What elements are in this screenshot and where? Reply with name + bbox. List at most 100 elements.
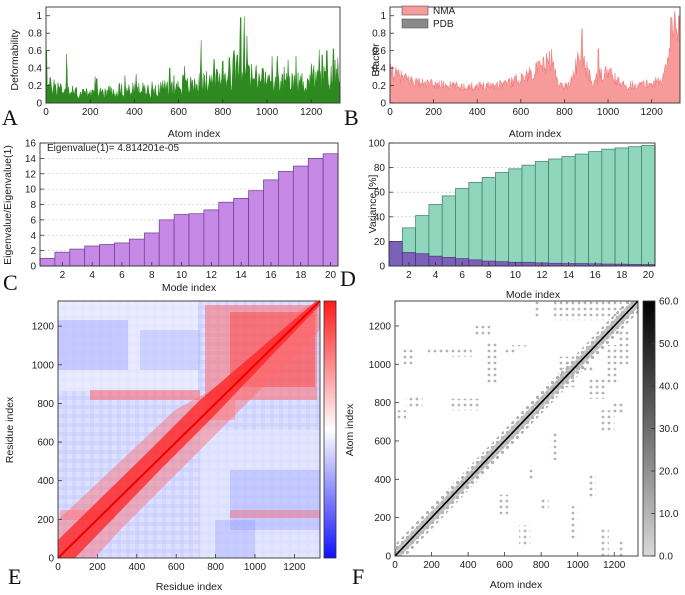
bfactor-ylabel: Bfactor bbox=[370, 43, 382, 77]
y-tick-label: 200 bbox=[37, 515, 54, 526]
x-tick-label: 0 bbox=[43, 107, 49, 118]
correlation-blue-patch-3 bbox=[230, 470, 320, 530]
y-tick-label: 4 bbox=[30, 231, 36, 242]
y-tick-label: 0 bbox=[36, 99, 42, 110]
x-tick-label: 12 bbox=[536, 270, 548, 281]
y-tick-label: 8 bbox=[30, 200, 36, 211]
panel-letter-e: E bbox=[8, 564, 21, 589]
panel-a-deformability: 0 200 400 600 800 1000 1200 0 0.2 0.4 0.6 0.8 1 Atom… bbox=[2, 6, 341, 140]
cumulative-variance-bar bbox=[508, 168, 523, 267]
eigenvalue-bar bbox=[248, 190, 264, 267]
x-tick-label: 1200 bbox=[641, 107, 664, 118]
deformability-ylabel: Deformability bbox=[9, 29, 21, 91]
individual-variance-bar bbox=[415, 253, 430, 267]
nma-bfactor-area bbox=[389, 11, 681, 104]
x-tick-label: 8 bbox=[149, 270, 155, 281]
eigenvalue-annotation: Eigenvalue(1)= 4.814201e-05 bbox=[47, 143, 179, 154]
cumulative-variance-bar bbox=[534, 161, 549, 267]
panel-e-correlation-map: 0 200 400 600 800 1000 1200 0 200 400 600 800 1000 12… bbox=[4, 300, 356, 593]
panel-f-contact-map: 0 200 400 600 800 1000 1200 0 200 400 600 800 1000 12… bbox=[352, 297, 679, 592]
contact-cluster bbox=[539, 498, 549, 512]
variance-ylabel: Variance [%] bbox=[367, 175, 379, 234]
contact-cluster bbox=[504, 348, 516, 353]
y-tick-label: 2 bbox=[30, 246, 36, 257]
contact-colorbar-ticks: 0.0 10.0 20.0 30.0 40.0 50.0 60.0 bbox=[651, 297, 679, 563]
y-tick-label: 0.4 bbox=[372, 64, 386, 75]
individual-variance-bar bbox=[521, 261, 536, 267]
cumulative-variance-bar bbox=[481, 177, 496, 267]
y-tick-label: 1000 bbox=[32, 360, 55, 371]
x-tick-label: 14 bbox=[563, 270, 575, 281]
x-tick-label: 200 bbox=[423, 560, 440, 571]
y-tick-label: 1200 bbox=[369, 321, 392, 332]
panel-letter-b: B bbox=[344, 105, 359, 130]
y-tick-label: 0 bbox=[379, 262, 385, 273]
y-tick-label: 20 bbox=[374, 237, 386, 248]
eigenvalue-bar bbox=[188, 213, 205, 267]
x-tick-label: 800 bbox=[214, 107, 231, 118]
bfactor-xlabel: Atom index bbox=[509, 128, 562, 140]
correlation-heatmap bbox=[57, 300, 321, 559]
y-tick-label: 14 bbox=[25, 154, 37, 165]
deformability-area bbox=[45, 16, 341, 104]
panel-c-eigenvalues: 2 4 6 8 10 12 14 16 18 20 0 2 4 6 8 10 12 14 16 Eigenvalue… bbox=[2, 139, 339, 295]
y-tick-label: 80 bbox=[374, 163, 386, 174]
bfactor-axes: 0 200 400 600 800 1000 1200 0 0.2 0.4 0.6 0.8 1 bbox=[372, 6, 681, 118]
cumulative-variance-bar bbox=[468, 182, 483, 267]
y-tick-label: 0 bbox=[385, 552, 391, 563]
y-tick-label: 12 bbox=[25, 169, 37, 180]
x-tick-label: 200 bbox=[425, 107, 442, 118]
plot-frame bbox=[57, 300, 321, 559]
eigenvalue-bar bbox=[263, 179, 279, 267]
panel-letter-d: D bbox=[340, 266, 356, 291]
x-tick-label: 6 bbox=[119, 270, 125, 281]
correlation-light-region-1 bbox=[58, 301, 198, 391]
contact-cluster bbox=[427, 348, 450, 355]
x-tick-label: 600 bbox=[496, 560, 513, 571]
eigenvalue-bar bbox=[278, 171, 294, 267]
correlation-blue-patch-4 bbox=[215, 520, 255, 558]
y-tick-label: 0.8 bbox=[28, 29, 42, 40]
panel-letter-c: C bbox=[3, 270, 18, 295]
correlation-diagonal-line bbox=[57, 300, 321, 559]
panel-letter-a: A bbox=[2, 105, 18, 130]
panel-b-bfactor: 0 200 400 600 800 1000 1200 0 0.2 0.4 0.6 0.8 1 NMA … bbox=[344, 5, 681, 140]
x-tick-label: 400 bbox=[126, 107, 143, 118]
cumulative-variance-bar bbox=[455, 188, 470, 267]
contact-cluster bbox=[473, 325, 491, 338]
contact-cluster bbox=[605, 345, 620, 384]
contact-cluster bbox=[586, 379, 606, 399]
individual-variance-bar bbox=[468, 259, 483, 267]
deformability-xlabel: Atom index bbox=[168, 128, 221, 140]
cumulative-variance-bar bbox=[628, 146, 643, 267]
x-tick-label: 200 bbox=[89, 562, 106, 573]
contact-cluster bbox=[400, 348, 414, 365]
plot-frame bbox=[389, 6, 681, 104]
y-tick-label: 0.2 bbox=[372, 81, 386, 92]
eigenvalue-plot-area bbox=[39, 142, 339, 267]
contact-cluster bbox=[486, 341, 498, 384]
y-tick-label: 800 bbox=[37, 399, 54, 410]
x-tick-label: 0 bbox=[392, 560, 398, 571]
x-tick-label: 10 bbox=[510, 270, 522, 281]
contact-heatmap bbox=[394, 300, 639, 557]
contact-cluster bbox=[617, 329, 629, 365]
contact-cluster bbox=[395, 410, 406, 422]
correlation-colorbar bbox=[323, 300, 337, 559]
eigenvalue-bar bbox=[39, 257, 56, 267]
y-tick-label: 200 bbox=[374, 513, 391, 524]
cumulative-variance-bar bbox=[548, 158, 563, 267]
eigenvalue-xlabel: Mode index bbox=[162, 282, 217, 294]
eigenvalue-bar bbox=[99, 244, 115, 267]
bfactor-plot-area bbox=[389, 11, 681, 104]
cumulative-variance-bar bbox=[561, 156, 576, 267]
contact-cluster bbox=[405, 396, 423, 407]
contact-diagonal-line bbox=[394, 300, 639, 557]
contact-cluster bbox=[526, 465, 534, 480]
x-tick-label: 1200 bbox=[283, 562, 306, 573]
cumulative-variance-bar bbox=[574, 153, 589, 267]
x-tick-label: 16 bbox=[590, 270, 602, 281]
x-tick-label: 400 bbox=[460, 560, 477, 571]
variance-plot-area bbox=[388, 142, 656, 267]
variance-xlabel: Mode index bbox=[506, 289, 561, 301]
